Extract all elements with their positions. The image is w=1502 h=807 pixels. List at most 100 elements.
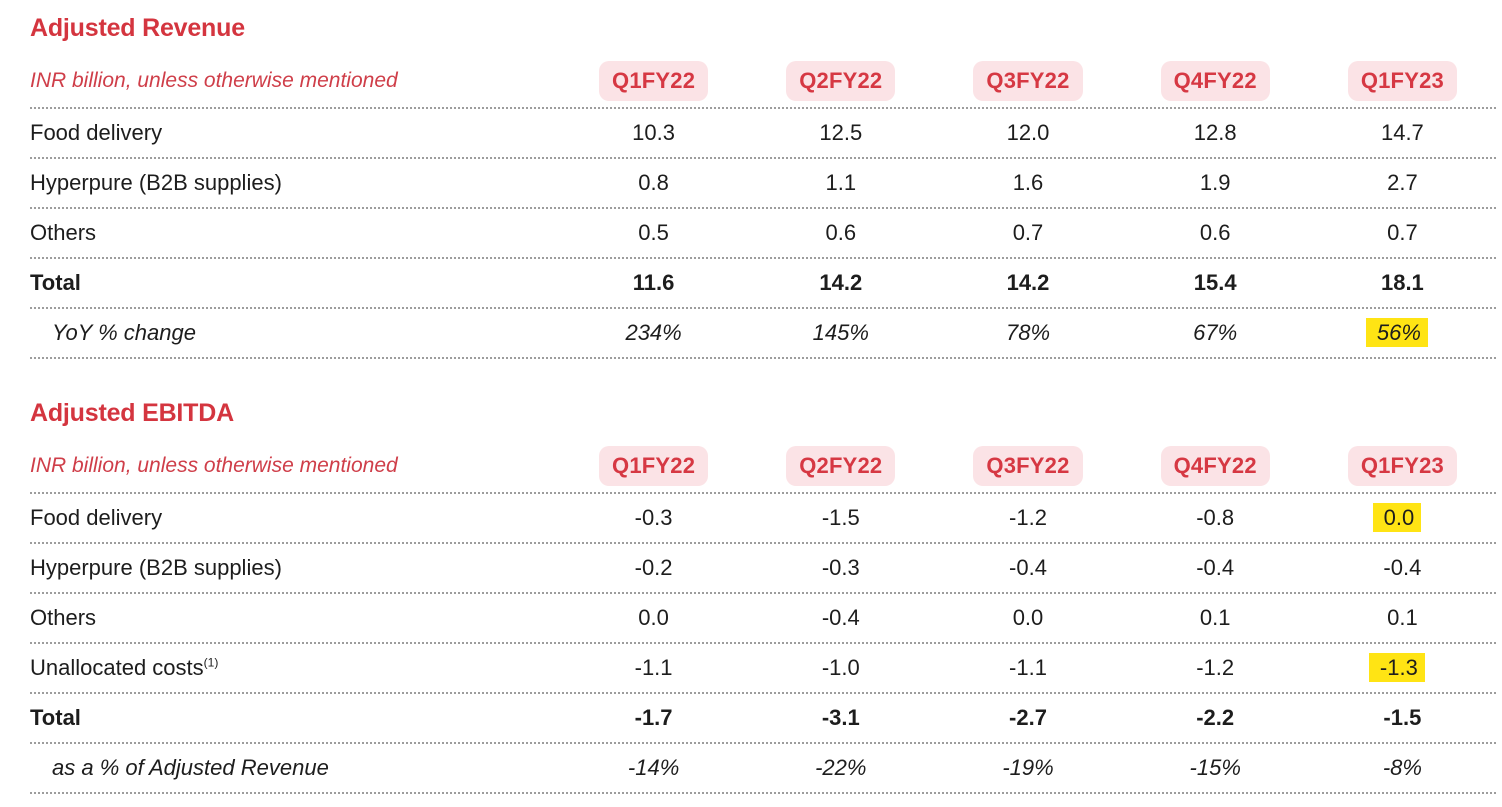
cell-value: 0.6 [1199, 220, 1231, 245]
cell-value: 11.6 [632, 270, 675, 295]
cell-value: -2.2 [1196, 705, 1235, 730]
column-badge-q2fy22: Q2FY22 [786, 61, 896, 101]
cell-value: -0.3 [821, 555, 860, 580]
cell-value: 0.0 [638, 605, 669, 630]
cell-value: 15.4 [1193, 270, 1237, 295]
cell-value: -0.4 [1009, 555, 1047, 580]
row-label: Total [30, 270, 81, 295]
cell-value: 14.2 [1006, 270, 1050, 295]
cell-value: 0.8 [638, 170, 669, 195]
row-label: Hyperpure (B2B supplies) [30, 170, 282, 195]
cell-value: -15% [1189, 755, 1241, 780]
adjusted-revenue-table: INR billion, unless otherwise mentioned … [30, 55, 1496, 359]
cell-value: -8% [1382, 755, 1422, 780]
row-label: as a % of Adjusted Revenue [52, 755, 329, 780]
row-label: Total [30, 705, 81, 730]
table-header-row: INR billion, unless otherwise mentioned … [30, 440, 1496, 494]
cell-value: 0.5 [638, 220, 669, 245]
cell-value: -1.0 [821, 655, 860, 680]
column-badge-q1fy22: Q1FY22 [599, 61, 709, 101]
column-badge-q1fy22: Q1FY22 [599, 446, 709, 486]
row-label: Others [30, 605, 97, 630]
highlighted-value: 56% [1365, 318, 1428, 347]
cell-value: 0.6 [825, 220, 857, 245]
cell-value: 18.1 [1380, 270, 1424, 295]
column-header-cell: Q3FY22 [934, 446, 1121, 486]
cell-value: -1.3 [1309, 653, 1496, 682]
cell-value: 56% [1309, 318, 1496, 347]
row-label: Unallocated costs(1) [30, 655, 219, 680]
column-badge-q1fy23: Q1FY23 [1347, 61, 1457, 101]
column-header-cell: Q1FY23 [1309, 61, 1496, 101]
adjusted-revenue-title: Adjusted Revenue [30, 14, 245, 42]
table-row: Food delivery -0.3 -1.5 -1.2 -0.8 0.0 [30, 494, 1496, 544]
cell-value: -3.1 [821, 705, 860, 730]
adjusted-ebitda-title: Adjusted EBITDA [30, 399, 234, 427]
column-badge-q4fy22: Q4FY22 [1160, 446, 1270, 486]
row-label: Food delivery [30, 120, 163, 145]
row-label: Hyperpure (B2B supplies) [30, 555, 282, 580]
cell-value: -0.8 [1196, 505, 1235, 530]
cell-value: 1.9 [1199, 170, 1231, 195]
column-header-cell: Q1FY22 [560, 61, 747, 101]
table-row: Total 11.6 14.2 14.2 15.4 18.1 [30, 259, 1496, 309]
footnote-marker: (1) [203, 655, 219, 670]
column-header-cell: Q4FY22 [1122, 61, 1309, 101]
cell-value: -19% [1002, 755, 1054, 780]
cell-value: -0.4 [821, 605, 860, 630]
column-header-cell: Q1FY22 [560, 446, 747, 486]
cell-value: 234% [625, 320, 682, 345]
cell-value: 145% [812, 320, 869, 345]
column-header-cell: Q4FY22 [1122, 446, 1309, 486]
adjusted-ebitda-section: Adjusted EBITDA INR billion, unless othe… [30, 399, 1496, 794]
cell-value: -0.4 [1383, 555, 1422, 580]
cell-value: 14.7 [1380, 120, 1424, 145]
adjusted-ebitda-table: INR billion, unless otherwise mentioned … [30, 440, 1496, 794]
cell-value: 0.7 [1012, 220, 1044, 245]
row-label: YoY % change [52, 320, 196, 345]
highlighted-value: -1.3 [1368, 653, 1425, 682]
highlighted-value: 0.0 [1372, 503, 1422, 532]
table-row: Others 0.0 -0.4 0.0 0.1 0.1 [30, 594, 1496, 644]
cell-value: -1.7 [634, 705, 673, 730]
cell-value: -1.1 [1009, 655, 1047, 680]
cell-value: 12.8 [1193, 120, 1237, 145]
table-row: YoY % change 234% 145% 78% 67% 56% [30, 309, 1496, 359]
cell-value: 1.6 [1012, 170, 1044, 195]
cell-value: 78% [1005, 320, 1051, 345]
cell-value: -14% [627, 755, 680, 780]
adjusted-revenue-section: Adjusted Revenue INR billion, unless oth… [30, 14, 1496, 359]
column-badge-q3fy22: Q3FY22 [973, 446, 1083, 486]
cell-value: 10.3 [632, 120, 675, 145]
column-badge-q2fy22: Q2FY22 [786, 446, 896, 486]
cell-value: -1.5 [1383, 705, 1422, 730]
unit-note: INR billion, unless otherwise mentioned [30, 454, 398, 477]
table-row: as a % of Adjusted Revenue -14% -22% -19% -1… [30, 744, 1496, 794]
cell-value: 67% [1193, 320, 1238, 345]
cell-value: -1.2 [1009, 505, 1047, 530]
row-label: Food delivery [30, 505, 163, 530]
cell-value: 14.2 [819, 270, 863, 295]
column-badge-q4fy22: Q4FY22 [1160, 61, 1270, 101]
cell-value: -1.5 [821, 505, 860, 530]
cell-value: 0.1 [1199, 605, 1231, 630]
cell-value: -22% [815, 755, 867, 780]
row-label: Others [30, 220, 97, 245]
column-header-cell: Q1FY23 [1309, 446, 1496, 486]
table-row: Hyperpure (B2B supplies) -0.2 -0.3 -0.4 -0.4… [30, 544, 1496, 594]
column-badge-q1fy23: Q1FY23 [1347, 446, 1457, 486]
cell-value: -0.2 [634, 555, 673, 580]
table-row: Others 0.5 0.6 0.7 0.6 0.7 [30, 209, 1496, 259]
cell-value: 12.5 [819, 120, 863, 145]
cell-value: 0.0 [1012, 605, 1044, 630]
table-row: Food delivery 10.3 12.5 12.0 12.8 14.7 [30, 109, 1496, 159]
cell-value: -2.7 [1009, 705, 1047, 730]
cell-value: 0.7 [1387, 220, 1418, 245]
cell-value: 0.0 [1309, 503, 1496, 532]
cell-value: -1.2 [1196, 655, 1235, 680]
column-header-cell: Q3FY22 [934, 61, 1121, 101]
table-header-row: INR billion, unless otherwise mentioned … [30, 55, 1496, 109]
table-row: Total -1.7 -3.1 -2.7 -2.2 -1.5 [30, 694, 1496, 744]
column-header-cell: Q2FY22 [747, 446, 934, 486]
